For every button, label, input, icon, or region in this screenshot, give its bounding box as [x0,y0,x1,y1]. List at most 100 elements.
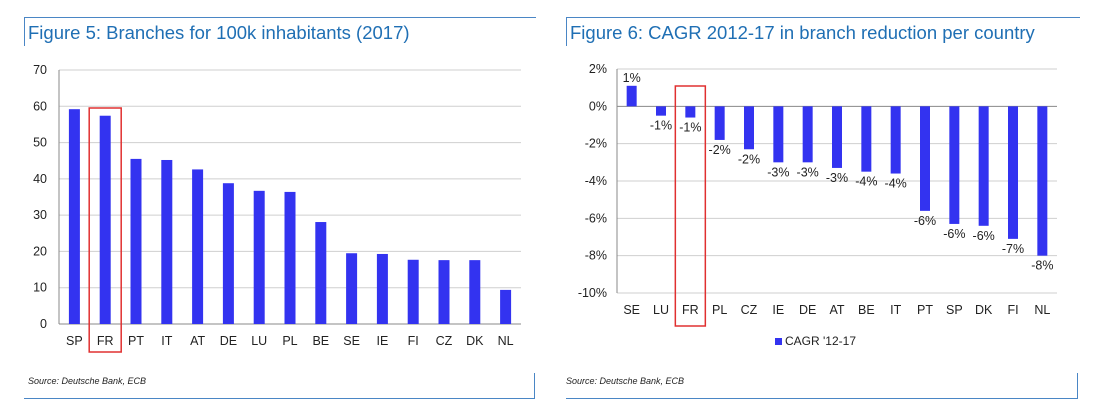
x-tick-label: FR [97,334,114,348]
data-label: -1% [679,121,701,135]
data-label: -3% [797,165,819,179]
figure-frame-bottom [24,398,535,399]
x-tick-label: PL [282,334,297,348]
data-label: -4% [885,177,907,191]
figure-title: Figure 5: Branches for 100k inhabitants … [28,22,410,43]
data-label: -7% [1002,242,1024,256]
bar [315,222,327,324]
x-tick-label: NL [498,334,514,348]
figure-frame-left [566,17,567,46]
x-tick-label: FI [1007,303,1018,317]
figure-6-panel: Figure 6: CAGR 2012-17 in branch reducti… [560,0,1120,419]
bar [346,253,358,324]
bar [920,106,930,211]
y-tick-label: 20 [33,244,47,258]
y-tick-label: 50 [33,136,47,150]
legend-swatch [775,338,782,346]
data-label: -6% [973,229,995,243]
y-tick-label: 0% [589,99,607,113]
figure-5-panel: Figure 5: Branches for 100k inhabitants … [0,0,545,419]
bar [744,106,754,150]
bar [407,259,419,324]
bar [222,183,234,324]
highlight-box [88,107,122,353]
x-tick-label: IT [890,303,901,317]
x-tick-label: SP [946,303,963,317]
bar [500,289,512,324]
data-label: -6% [943,227,965,241]
x-tick-label: IE [376,334,388,348]
figure-frame-left [24,17,25,46]
bar [68,109,80,324]
y-tick-label: 10 [33,281,47,295]
y-tick-label: -2% [585,137,607,151]
bar-chart-cagr: 2% 0% -2% -4% -6% -8% -10% 1% SE -1% LU -1% FR -2% PL -… [578,62,1057,327]
data-label: -6% [914,214,936,228]
y-tick-label: 70 [33,63,47,77]
x-tick-label: FI [408,334,419,348]
x-tick-label: AT [190,334,205,348]
chart-legend: CAGR '12-17 [775,334,856,348]
data-label: -3% [826,171,848,185]
bar [253,190,265,324]
y-tick-label: -10% [578,286,607,300]
x-tick-label: BE [312,334,329,348]
data-label: -2% [709,143,731,157]
bar [978,106,989,226]
x-tick-label: AT [829,303,844,317]
x-tick-label: DK [466,334,484,348]
x-tick-label: LU [251,334,267,348]
x-tick-label: DK [975,303,993,317]
x-tick-label: IE [772,303,784,317]
bar-chart-branches: 0 10 20 30 40 50 60 70 SP FR PT IT AT DE LU PL BE SE IE FI C… [33,63,521,353]
source-note: Source: Deutsche Bank, ECB [28,376,147,386]
x-tick-label: SP [66,334,83,348]
y-tick-label: 60 [33,99,47,113]
bar [376,253,388,324]
x-tick-label: DE [799,303,816,317]
bar [890,106,901,174]
data-label: -3% [767,165,789,179]
figure-frame-right [534,373,535,399]
data-label: -1% [650,119,672,133]
x-tick-label: SE [343,334,360,348]
y-tick-label: -4% [585,174,607,188]
x-tick-label: PT [128,334,144,348]
figure-frame-top [24,17,536,18]
x-tick-label: FR [682,303,699,317]
data-label: -2% [738,152,760,166]
x-tick-label: PT [917,303,933,317]
y-tick-label: 0 [40,317,47,331]
x-tick-label: IT [161,334,172,348]
bar [99,115,111,324]
bar [802,106,813,163]
x-tick-label: CZ [741,303,758,317]
figure-frame-bottom [566,398,1078,399]
bar [469,260,481,324]
bar [1037,106,1048,256]
y-tick-label: -8% [585,249,607,263]
bar [161,159,173,324]
bar [438,260,450,324]
bar [861,106,872,172]
y-tick-label: 2% [589,62,607,76]
data-label: -4% [855,175,877,189]
legend-label: CAGR '12-17 [785,334,856,348]
y-tick-label: 40 [33,172,47,186]
figure-frame-right [1077,373,1078,399]
figure-frame-top [566,17,1080,18]
x-tick-label: DE [220,334,237,348]
bar [685,106,696,118]
source-note: Source: Deutsche Bank, ECB [566,376,685,386]
y-tick-label: -6% [585,211,607,225]
bar [284,191,296,324]
bar [656,106,666,116]
data-label: 1% [623,71,641,85]
bar [773,106,784,163]
bar [192,169,204,324]
bar [1008,106,1018,239]
x-tick-label: CZ [436,334,453,348]
highlight-box [674,85,707,327]
x-tick-label: LU [653,303,669,317]
bar [832,106,842,168]
